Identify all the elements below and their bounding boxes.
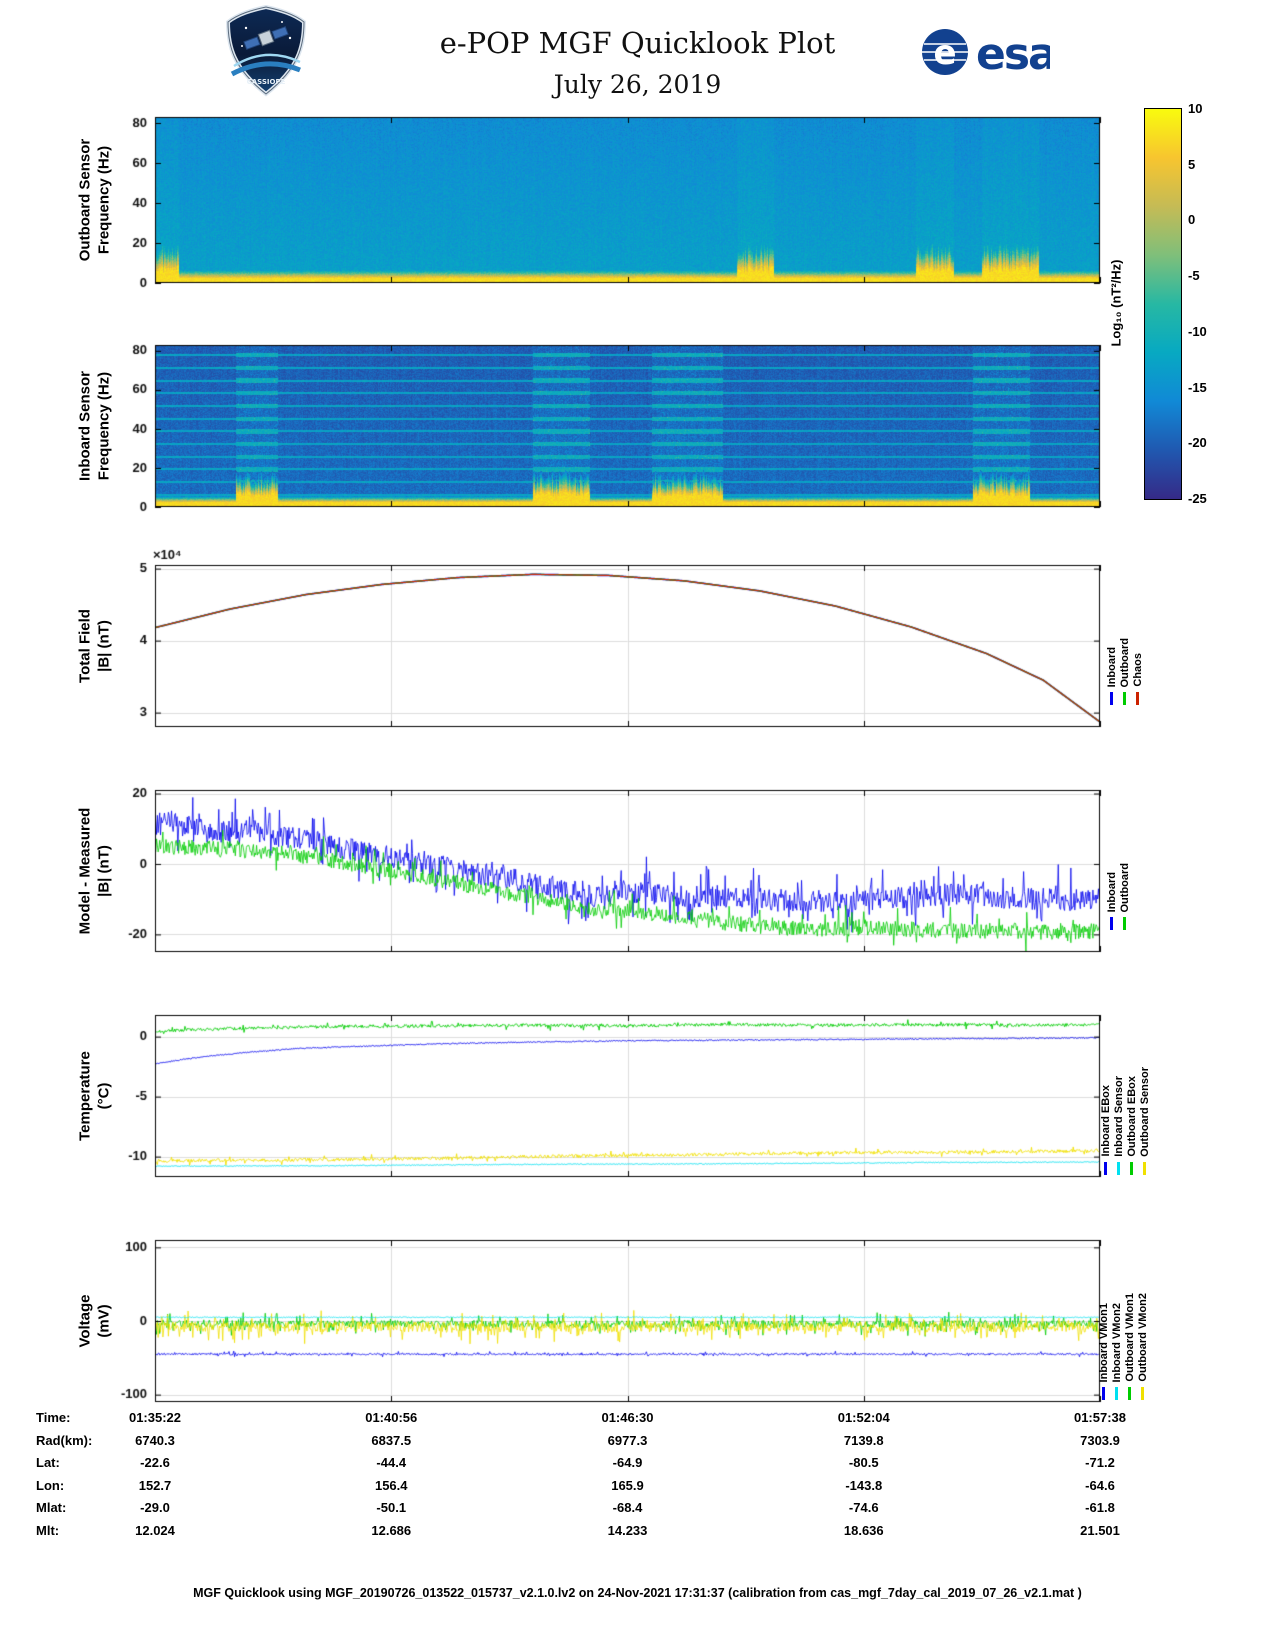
esa-wordmark: esa xyxy=(976,29,1050,80)
colorbar-tick: 0 xyxy=(1188,212,1196,228)
ylabel-total: Total Field |B| (nT) xyxy=(76,609,112,683)
colorbar-tick: -25 xyxy=(1188,491,1207,506)
table-cell: 01:35:22 xyxy=(128,1410,182,1425)
table-cell: 01:57:38 xyxy=(1073,1410,1127,1425)
legend-mark xyxy=(1130,1162,1133,1175)
legend-mark xyxy=(1128,1387,1131,1400)
table-cell: 6740.3 xyxy=(135,1432,175,1448)
ylabel-model: Model - Measured |B| (nT) xyxy=(76,807,112,935)
legend-mark xyxy=(1123,917,1126,930)
legend-mark xyxy=(1102,1387,1105,1400)
legend-mark xyxy=(1117,1162,1120,1175)
legend-label: Outboard VMon2 xyxy=(1137,1293,1149,1382)
legend-mark xyxy=(1104,1162,1107,1175)
colorbar xyxy=(1144,108,1182,500)
legend-label: Inboard VMon1 xyxy=(1098,1302,1110,1382)
table-cell: 01:46:30 xyxy=(601,1410,654,1425)
patch-text: CASSIOPE xyxy=(247,78,286,86)
satellite-icon xyxy=(243,26,289,50)
table-cell: 165.9 xyxy=(611,1477,644,1493)
legend-mark xyxy=(1141,1387,1144,1400)
table-cell: 21.501 xyxy=(1080,1522,1120,1538)
colorbar-tick: 5 xyxy=(1188,156,1196,172)
table-cell: 12.686 xyxy=(371,1522,412,1538)
table-row-label: Lon: xyxy=(36,1477,65,1493)
colorbar-tick: -10 xyxy=(1188,323,1207,339)
table-row-label: Lat: xyxy=(36,1455,60,1470)
legend-label: Outboard Sensor xyxy=(1139,1067,1151,1157)
ylabel-volt: Voltage (mV) xyxy=(76,1294,112,1348)
table-cell: 14.233 xyxy=(607,1522,648,1538)
table-cell: 12.024 xyxy=(135,1522,175,1538)
table-cell: 152.7 xyxy=(138,1477,172,1493)
legend-label: Outboard VMon1 xyxy=(1124,1293,1136,1382)
legend-label: Inboard Sensor xyxy=(1113,1076,1125,1157)
table-cell: -29.0 xyxy=(140,1500,170,1515)
footer-note: MGF Quicklook using MGF_20190726_013522_… xyxy=(193,1586,1082,1600)
legend-mark xyxy=(1136,692,1139,705)
table-cell: -68.4 xyxy=(612,1500,643,1515)
legend-label: Inboard xyxy=(1106,871,1118,912)
table-row-label: Mlat: xyxy=(36,1500,67,1515)
page-date: July 26, 2019 xyxy=(553,70,722,99)
colorbar-tick: -5 xyxy=(1188,268,1200,284)
esa-globe-e: e xyxy=(933,33,956,73)
colorbar-label: Log₁₀ (nT²/Hz) xyxy=(1108,259,1124,347)
colorbar-tick: -20 xyxy=(1188,435,1207,451)
table-cell: -22.6 xyxy=(140,1455,170,1470)
table-cell: -80.5 xyxy=(848,1455,879,1470)
mission-patch-logo: CASSIOPE xyxy=(225,4,307,97)
table-cell: -74.6 xyxy=(848,1500,879,1515)
colorbar-tick: 10 xyxy=(1188,101,1203,116)
legend-mark xyxy=(1123,692,1126,705)
legend-label: Chaos xyxy=(1132,653,1144,687)
legend-label: Outboard xyxy=(1119,637,1131,688)
legend-label: Outboard EBox xyxy=(1126,1076,1138,1157)
table-cell: 6837.5 xyxy=(371,1432,412,1448)
table-row-label: Time: xyxy=(36,1410,71,1425)
table-cell: 01:40:56 xyxy=(365,1410,418,1425)
legend-mark xyxy=(1110,917,1113,930)
colorbar-tick: -15 xyxy=(1188,379,1207,395)
ylabel-spec_out: Outboard Sensor Frequency (Hz) xyxy=(76,138,112,262)
legend-mark xyxy=(1110,692,1113,705)
table-cell: 156.4 xyxy=(374,1477,408,1493)
ylabel-temp: Temperature (°C) xyxy=(76,1051,112,1141)
table-cell: 18.636 xyxy=(843,1522,884,1538)
table-cell: -64.6 xyxy=(1085,1477,1115,1493)
table-cell: 01:52:04 xyxy=(837,1410,890,1425)
table-row-label: Mlt: xyxy=(36,1522,60,1538)
table-cell: 7303.9 xyxy=(1080,1432,1120,1448)
table-cell: -143.8 xyxy=(845,1477,883,1493)
table-cell: 6977.3 xyxy=(607,1432,648,1448)
legend-mark xyxy=(1143,1162,1146,1175)
esa-logo: e esa xyxy=(922,29,1050,80)
legend-mark xyxy=(1115,1387,1118,1400)
table-cell: -64.9 xyxy=(612,1455,643,1470)
legend-label: Inboard EBox xyxy=(1100,1085,1112,1157)
table-row-label: Rad(km): xyxy=(36,1432,93,1448)
table-cell: -71.2 xyxy=(1085,1455,1115,1470)
table-cell: -44.4 xyxy=(376,1455,407,1470)
table-cell: 7139.8 xyxy=(843,1432,884,1448)
table-cell: -61.8 xyxy=(1085,1500,1115,1515)
page-title: e-POP MGF Quicklook Plot xyxy=(439,26,836,60)
ylabel-spec_in: Inboard Sensor Frequency (Hz) xyxy=(76,370,112,482)
legend-label: Inboard VMon2 xyxy=(1111,1302,1123,1382)
legend-label: Inboard xyxy=(1106,646,1118,687)
table-cell: -50.1 xyxy=(376,1500,407,1515)
legend-label: Outboard xyxy=(1119,862,1131,913)
